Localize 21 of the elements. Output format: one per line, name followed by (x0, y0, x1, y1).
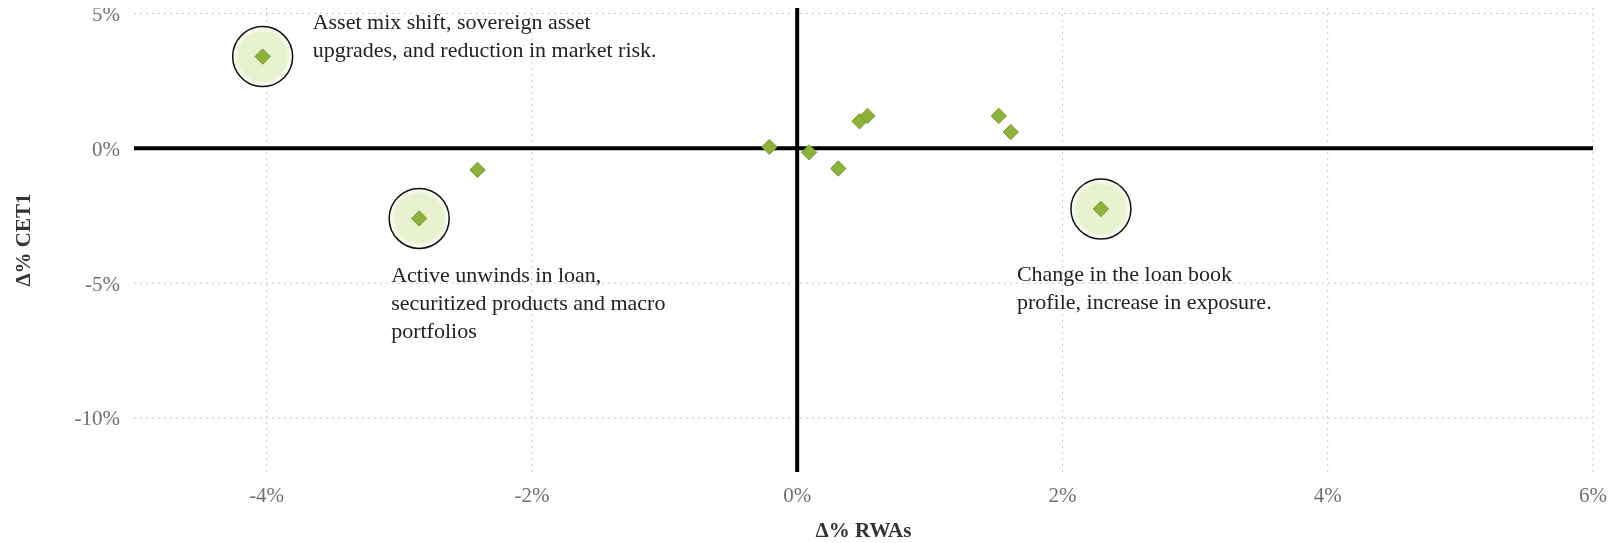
annotation: Change in the loan book profile, increase in exposure. (1016, 260, 1272, 314)
x-tick-label: 0% (783, 483, 812, 507)
point (761, 138, 778, 156)
x-tick-label: -4% (249, 483, 285, 507)
y-axis-title: Δ% CET1 (11, 193, 35, 287)
point (859, 107, 876, 125)
point (1002, 123, 1019, 141)
x-tick-label: 2% (1048, 483, 1077, 507)
point (990, 107, 1007, 125)
y-tick-label: -10% (74, 406, 120, 431)
x-tick-label: 6% (1579, 483, 1607, 507)
point (830, 160, 847, 177)
annotation: Asset mix shift, sovereign asset upgrades, and reduction in market risk. (312, 8, 657, 62)
x-tick-label: 4% (1313, 483, 1342, 507)
annotation: Active unwinds in loan, securitized products and macro portfolios (391, 262, 666, 344)
point (800, 144, 818, 161)
x-tick-label: -2% (514, 483, 550, 507)
point (469, 161, 486, 179)
y-tick-label: 0% (92, 136, 120, 161)
y-tick-label: -5% (85, 271, 120, 296)
x-axis-title: Δ% RWAs (815, 518, 912, 542)
